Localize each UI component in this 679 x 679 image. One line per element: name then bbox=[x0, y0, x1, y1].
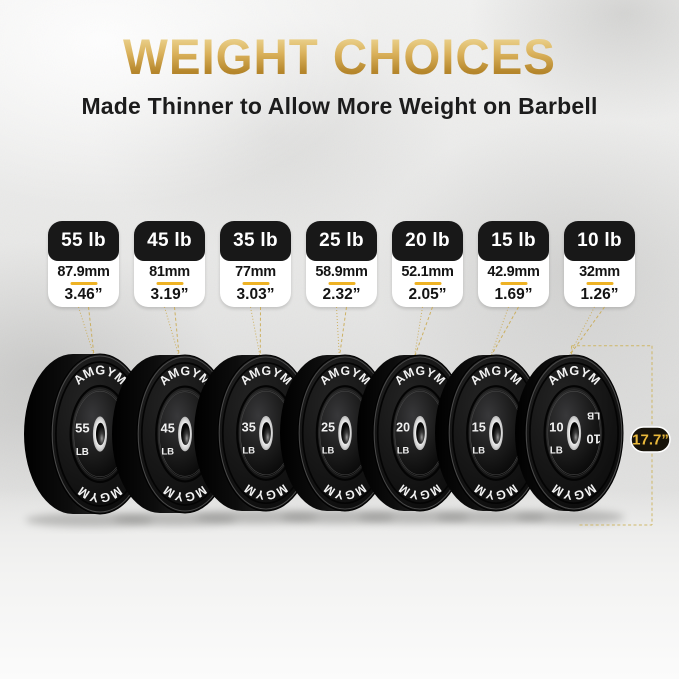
svg-text:17.7”: 17.7” bbox=[632, 432, 669, 449]
svg-text:55: 55 bbox=[75, 420, 89, 435]
svg-text:LB: LB bbox=[76, 447, 89, 458]
svg-text:45: 45 bbox=[161, 420, 175, 435]
svg-text:LB: LB bbox=[242, 445, 255, 456]
svg-text:LB: LB bbox=[322, 444, 335, 455]
svg-text:20: 20 bbox=[396, 420, 410, 434]
svg-text:15: 15 bbox=[472, 419, 486, 434]
svg-text:LB: LB bbox=[587, 410, 600, 421]
svg-text:35: 35 bbox=[242, 419, 256, 434]
svg-text:LB: LB bbox=[161, 447, 174, 458]
svg-text:10: 10 bbox=[586, 432, 600, 447]
svg-text:LB: LB bbox=[550, 445, 563, 456]
svg-text:LB: LB bbox=[397, 444, 410, 455]
svg-text:LB: LB bbox=[472, 445, 485, 456]
svg-text:10: 10 bbox=[549, 419, 563, 434]
svg-text:25: 25 bbox=[321, 420, 335, 434]
